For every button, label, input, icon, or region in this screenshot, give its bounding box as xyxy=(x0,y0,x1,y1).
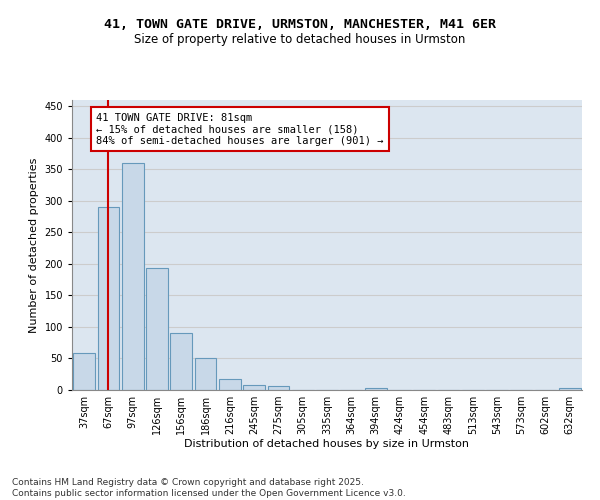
Text: 41 TOWN GATE DRIVE: 81sqm
← 15% of detached houses are smaller (158)
84% of semi: 41 TOWN GATE DRIVE: 81sqm ← 15% of detac… xyxy=(96,112,384,146)
Text: Contains HM Land Registry data © Crown copyright and database right 2025.
Contai: Contains HM Land Registry data © Crown c… xyxy=(12,478,406,498)
Bar xyxy=(219,378,241,390)
X-axis label: Distribution of detached houses by size in Urmston: Distribution of detached houses by size … xyxy=(185,438,470,448)
Text: Size of property relative to detached houses in Urmston: Size of property relative to detached ho… xyxy=(134,32,466,46)
Text: 41, TOWN GATE DRIVE, URMSTON, MANCHESTER, M41 6ER: 41, TOWN GATE DRIVE, URMSTON, MANCHESTER… xyxy=(104,18,496,30)
Bar xyxy=(146,268,168,390)
Bar xyxy=(268,386,289,390)
Bar xyxy=(73,354,95,390)
Bar xyxy=(97,207,119,390)
Bar xyxy=(122,163,143,390)
Bar xyxy=(559,388,581,390)
Bar xyxy=(170,332,192,390)
Bar xyxy=(194,358,217,390)
Bar xyxy=(243,385,265,390)
Y-axis label: Number of detached properties: Number of detached properties xyxy=(29,158,39,332)
Bar xyxy=(365,388,386,390)
